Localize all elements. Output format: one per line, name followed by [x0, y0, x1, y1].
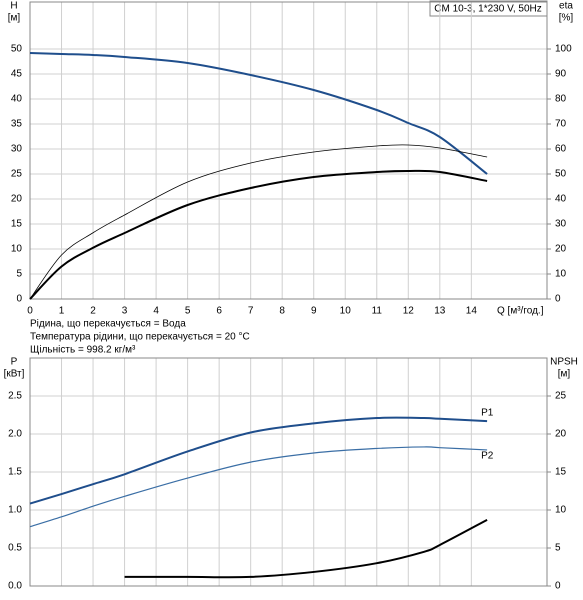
curve [29, 144, 488, 300]
y-tick-label: 0.0 [8, 581, 22, 592]
y2-tick-label: 60 [555, 144, 567, 155]
y-tick-label: 15 [11, 219, 23, 230]
curve [29, 416, 488, 505]
y-tick-label: 50 [11, 44, 23, 55]
y2-tick-label: 20 [555, 244, 567, 255]
chart-label: CM 10-3, 1*230 V, 50Hz [434, 4, 541, 15]
x-tick-label: 12 [403, 306, 415, 317]
x-tick-label: 3 [122, 306, 128, 317]
y2-tick-label: 40 [555, 194, 567, 205]
y-tick-label: 45 [11, 69, 23, 80]
y2-tick-label: 50 [555, 169, 567, 180]
series-label: P2 [481, 451, 494, 462]
y2-tick-label: 100 [555, 44, 572, 55]
y2-tick-label: 10 [555, 269, 567, 280]
x-tick-label: 7 [248, 306, 254, 317]
note: Щільність = 998.2 кг/м³ [30, 345, 136, 356]
x-label: Q [м³/год.] [497, 306, 544, 317]
y-label: H [10, 1, 17, 12]
y-unit: [м] [8, 13, 21, 24]
curve [124, 518, 488, 579]
x-tick-label: 13 [434, 306, 446, 317]
y2-tick-label: 10 [555, 505, 567, 516]
y-tick-label: 1.5 [8, 467, 22, 478]
plot-frame [29, 1, 548, 300]
y-tick-label: 2.0 [8, 429, 22, 440]
note: Рідина, що перекачується = Вода [30, 319, 186, 330]
curve [29, 446, 488, 528]
y2-label: NPSH [550, 357, 578, 368]
x-tick-label: 6 [216, 306, 222, 317]
x-tick-label: 14 [466, 306, 478, 317]
y2-tick-label: 15 [555, 467, 567, 478]
x-tick-label: 10 [340, 306, 352, 317]
y2-tick-label: 25 [555, 391, 567, 402]
x-tick-label: 5 [185, 306, 191, 317]
curve [29, 169, 488, 300]
y-unit: [кВт] [4, 369, 25, 380]
y2-tick-label: 90 [555, 69, 567, 80]
series-label: P1 [481, 408, 494, 419]
x-tick-label: 2 [90, 306, 96, 317]
y-tick-label: 0 [16, 294, 22, 305]
note: Температура рідини, що перекачується = 2… [30, 332, 250, 343]
plot-frame [29, 357, 548, 587]
y-tick-label: 25 [11, 169, 23, 180]
y-label: P [11, 357, 18, 368]
y2-tick-label: 30 [555, 219, 567, 230]
y-tick-label: 10 [11, 244, 23, 255]
y2-unit: [%] [559, 13, 574, 24]
y-tick-label: 20 [11, 194, 23, 205]
x-tick-label: 1 [59, 306, 65, 317]
y2-tick-label: 20 [555, 429, 567, 440]
x-tick-label: 4 [153, 306, 159, 317]
curve [29, 52, 488, 175]
y-tick-label: 1.0 [8, 505, 22, 516]
x-tick-label: 9 [311, 306, 317, 317]
y2-tick-label: 0 [555, 294, 561, 305]
y2-label: eta [559, 1, 573, 12]
y-tick-label: 0.5 [8, 543, 22, 554]
y2-tick-label: 80 [555, 94, 567, 105]
y2-tick-label: 0 [555, 581, 561, 592]
y2-tick-label: 5 [555, 543, 561, 554]
y-tick-label: 35 [11, 119, 23, 130]
x-tick-label: 8 [279, 306, 285, 317]
y2-tick-label: 70 [555, 119, 567, 130]
y-tick-label: 40 [11, 94, 23, 105]
x-tick-label: 0 [27, 306, 33, 317]
y2-unit: [м] [558, 369, 571, 380]
y-tick-label: 30 [11, 144, 23, 155]
y-tick-label: 2.5 [8, 391, 22, 402]
y-tick-label: 5 [16, 269, 22, 280]
x-tick-label: 11 [372, 306, 383, 317]
